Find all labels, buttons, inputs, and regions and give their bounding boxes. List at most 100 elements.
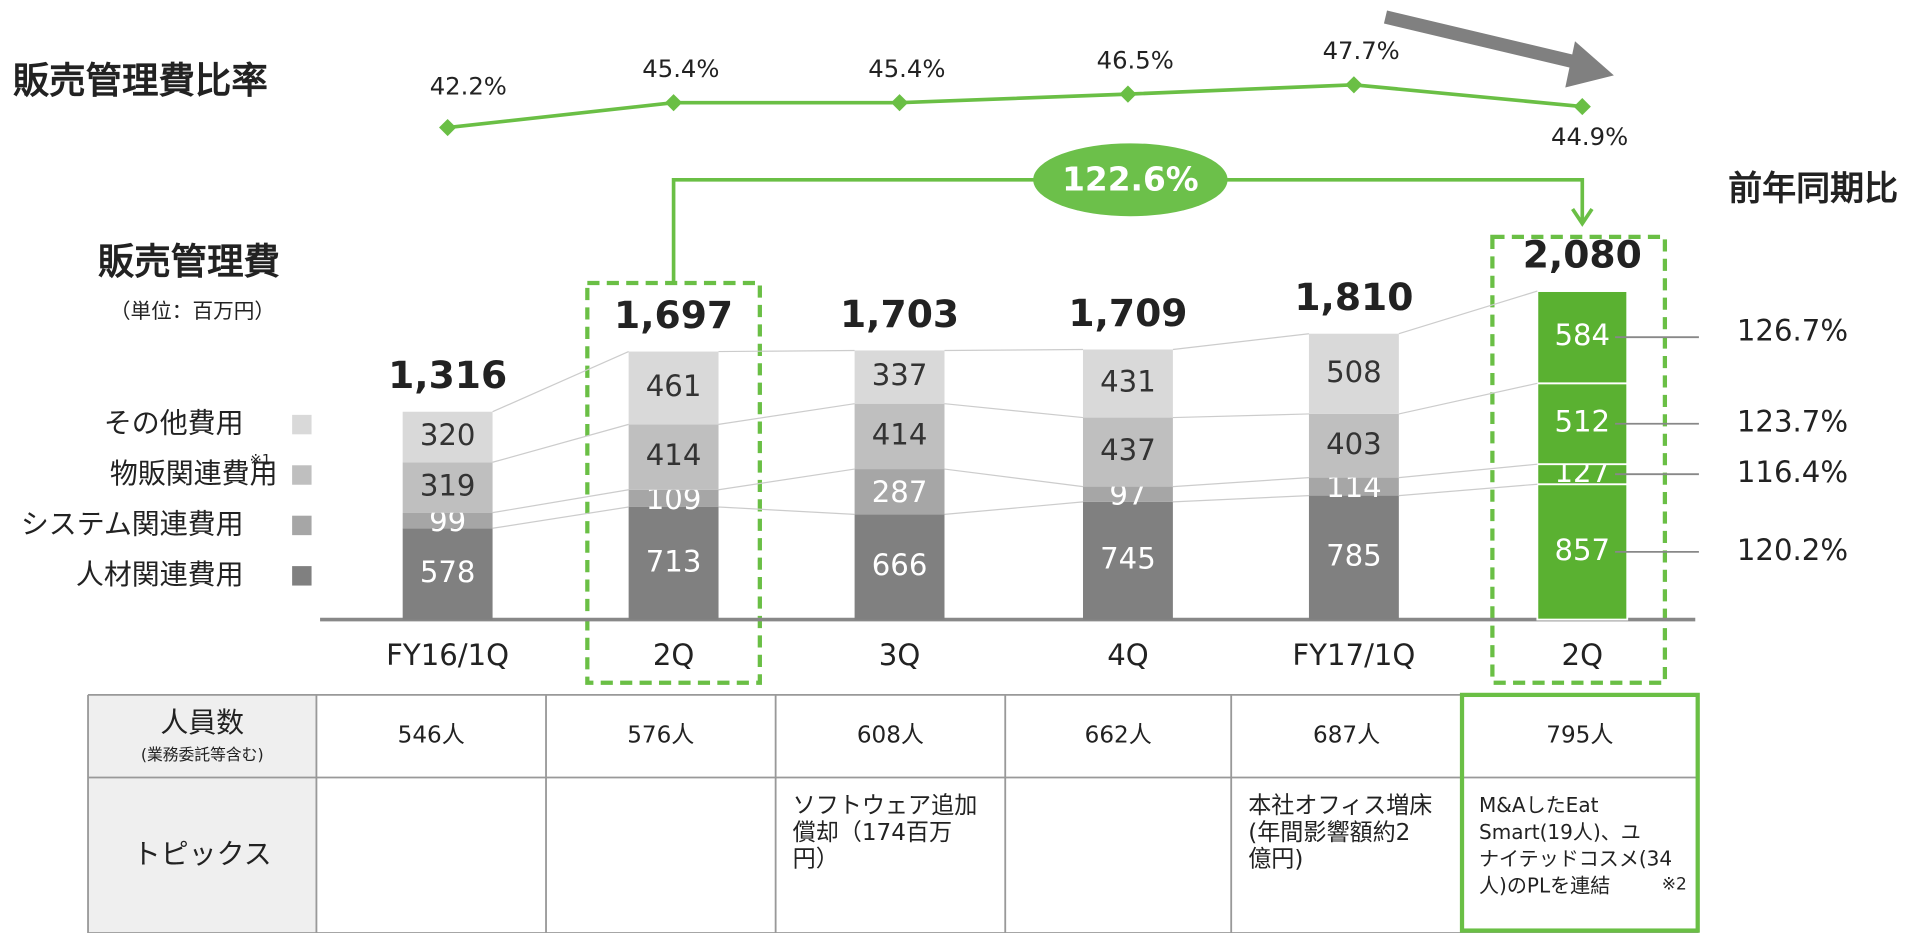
bar-segment [402, 462, 493, 513]
legend-label: 物販関連費用 [110, 457, 278, 490]
total-label: 1,709 [1068, 291, 1187, 335]
segment-label: 745 [1100, 542, 1156, 576]
legend-swatch [292, 465, 312, 485]
table-cell: Smart(19人)、ユ [1479, 820, 1641, 844]
segment-label: 785 [1326, 539, 1382, 573]
bar-segment [1082, 349, 1173, 418]
bar-segment [402, 512, 493, 529]
total-label: 1,703 [840, 292, 959, 336]
bar-segment [1082, 417, 1173, 487]
table-cell: M&AしたEat [1479, 793, 1599, 817]
x-tick-label: 2Q [1562, 638, 1603, 672]
table-cell: 億円) [1248, 847, 1303, 873]
table-cell: 546人 [398, 723, 465, 749]
segment-label: 666 [872, 548, 928, 582]
legend-swatch [292, 566, 312, 586]
compare-arrowhead [1571, 207, 1594, 227]
table-cell: (年間影響額約2 [1248, 820, 1410, 846]
ratio-point [664, 94, 683, 112]
bar-segment [1308, 477, 1399, 496]
bar-segment [854, 403, 945, 470]
ratio-label: 42.2% [430, 71, 507, 100]
table-note: ※2 [1662, 874, 1687, 894]
connector [944, 348, 1083, 352]
bar-segment [854, 469, 945, 515]
segment-label: 584 [1554, 318, 1610, 352]
row-label: 人員数 [160, 706, 244, 739]
ratio-point [890, 94, 909, 112]
legend-swatch [292, 414, 312, 435]
connector [492, 489, 629, 514]
connector [718, 506, 855, 515]
x-tick-label: FY17/1Q [1292, 638, 1415, 672]
ratio-point [1345, 76, 1363, 94]
bar-segment [1082, 501, 1173, 620]
bar-segment [1308, 413, 1399, 478]
table-cell: 662人 [1085, 723, 1152, 749]
table-cell: 償却（174百万 [793, 820, 952, 846]
connector [718, 349, 855, 353]
highlight-box [1490, 234, 1668, 685]
ratio-label: 44.9% [1551, 122, 1628, 151]
segment-label: 414 [872, 417, 928, 451]
segment-label: 287 [872, 475, 928, 509]
x-tick-label: FY16/1Q [386, 638, 509, 672]
segment-label: 431 [1100, 365, 1156, 399]
segment-label: 512 [1554, 405, 1610, 439]
connector [944, 468, 1084, 488]
connector [1398, 290, 1538, 335]
table-cell: 人)のPLを連結 [1479, 873, 1610, 897]
connector [1398, 483, 1538, 497]
legend-swatch [292, 515, 312, 536]
segment-label: 578 [420, 555, 476, 589]
yoy-total: 122.6% [1062, 161, 1199, 199]
connector [492, 423, 629, 463]
trend-arrowhead [1565, 41, 1614, 88]
bar-segment [628, 489, 719, 507]
bar-segment [1536, 483, 1629, 621]
table-cell: 795人 [1546, 723, 1613, 749]
legend-label: その他費用 [104, 407, 244, 440]
table-cell: 本社オフィス増床 [1248, 793, 1432, 819]
connector [492, 351, 629, 413]
total-label: 2,080 [1523, 233, 1642, 277]
segment-label: 319 [420, 468, 476, 502]
connector [1398, 463, 1538, 479]
total-label: 1,810 [1294, 275, 1413, 319]
yoy-bubble [1033, 143, 1228, 217]
segment-label: 461 [646, 369, 702, 403]
table: 人員数 (業務委託等含む) 546人 576人 608人 662人 687人 795人トピック… [87, 692, 1700, 933]
segment-label: 857 [1554, 533, 1610, 567]
row-label: トピックス [133, 837, 272, 870]
bar-segment [628, 424, 719, 490]
row-sublabel: (業務委託等含む) [141, 745, 264, 764]
segment-label: 437 [1100, 433, 1156, 467]
ratio-label: 47.7% [1323, 36, 1400, 65]
ratio-label: 45.4% [642, 54, 719, 83]
connector [492, 506, 629, 529]
legend-label: システム関連費用 [21, 507, 244, 540]
segment-label: 320 [420, 418, 476, 452]
x-tick-label: 3Q [879, 638, 920, 672]
ratio-title: 販売管理費比率 [13, 59, 268, 102]
bar-segment [1308, 333, 1399, 414]
yoy-label: 120.2% [1737, 533, 1848, 567]
chart-title: 販売管理費 [98, 240, 280, 283]
connector [718, 403, 855, 425]
bar-segment [402, 528, 493, 620]
bar-segment [854, 350, 945, 404]
connector [1172, 413, 1309, 419]
yoy-title: 前年同期比 [1728, 169, 1898, 209]
table-cell: 576人 [627, 723, 694, 749]
bar-segment [402, 411, 493, 463]
x-tick-label: 4Q [1107, 638, 1148, 672]
ratio-line [447, 82, 1583, 130]
connector [1172, 494, 1309, 503]
trend-arrow [1383, 10, 1582, 70]
table-cell: 円） [793, 847, 839, 873]
table-header-bg [88, 694, 317, 933]
bar-segment [628, 351, 719, 425]
connector [1398, 382, 1538, 415]
table-cell: ナイテッドコスメ(34 [1479, 847, 1672, 871]
